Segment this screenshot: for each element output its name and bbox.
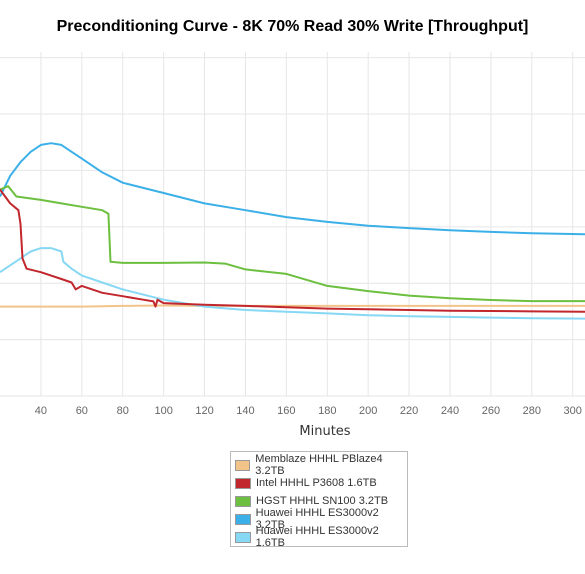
grid [0,52,585,397]
legend-label: Huawei HHHL ES3000v2 3.2TB [255,507,379,531]
x-tick-label: 100 [154,405,172,417]
chart-title: Preconditioning Curve - 8K 70% Read 30% … [56,18,529,35]
x-tick-label: 300 [564,405,582,417]
legend-label: Huawei HHHL ES3000v2 1.6TB [255,525,379,549]
legend: Memblaze HHHL PBlaze4 3.2TB Intel HHHL P3… [230,451,408,549]
x-tick-label: 220 [400,405,418,417]
series-line [0,247,585,320]
legend-swatch [235,513,251,525]
series-line [0,142,585,236]
x-tick-label: 80 [117,405,129,417]
series-line [0,304,585,308]
legend-item[interactable]: Memblaze HHHL PBlaze4 3.2TB [235,453,407,477]
legend-swatch [235,477,251,489]
legend-item[interactable]: Huawei HHHL ES3000v2 1.6TB [235,525,407,549]
series-line [0,185,585,303]
legend-swatch [235,531,251,543]
x-tick-labels: 40 60 80 100 120 140 160 180 200 220 240 260 280 300 [35,405,582,417]
legend-swatch [235,459,251,471]
series-lines [0,142,585,320]
x-axis-label: Minutes [299,424,351,439]
legend-label: Memblaze HHHL PBlaze4 3.2TB [255,453,383,477]
legend-label: HGST HHHL SN100 3.2TB [256,495,389,507]
x-tick-label: 120 [195,405,213,417]
x-tick-label: 240 [441,405,459,417]
x-tick-label: 180 [318,405,336,417]
x-tick-label: 200 [359,405,377,417]
x-tick-label: 280 [523,405,541,417]
x-tick-label: 260 [482,405,500,417]
legend-item[interactable]: Huawei HHHL ES3000v2 3.2TB [235,507,407,531]
legend-swatch [235,495,251,507]
x-tick-label: 40 [35,405,47,417]
legend-item[interactable]: HGST HHHL SN100 3.2TB [235,492,407,510]
legend-label: Intel HHHL P3608 1.6TB [256,477,377,489]
x-tick-label: 140 [236,405,254,417]
x-tick-label: 160 [277,405,295,417]
legend-item[interactable]: Intel HHHL P3608 1.6TB [235,474,407,492]
series-line [0,189,585,313]
x-tick-label: 60 [76,405,88,417]
